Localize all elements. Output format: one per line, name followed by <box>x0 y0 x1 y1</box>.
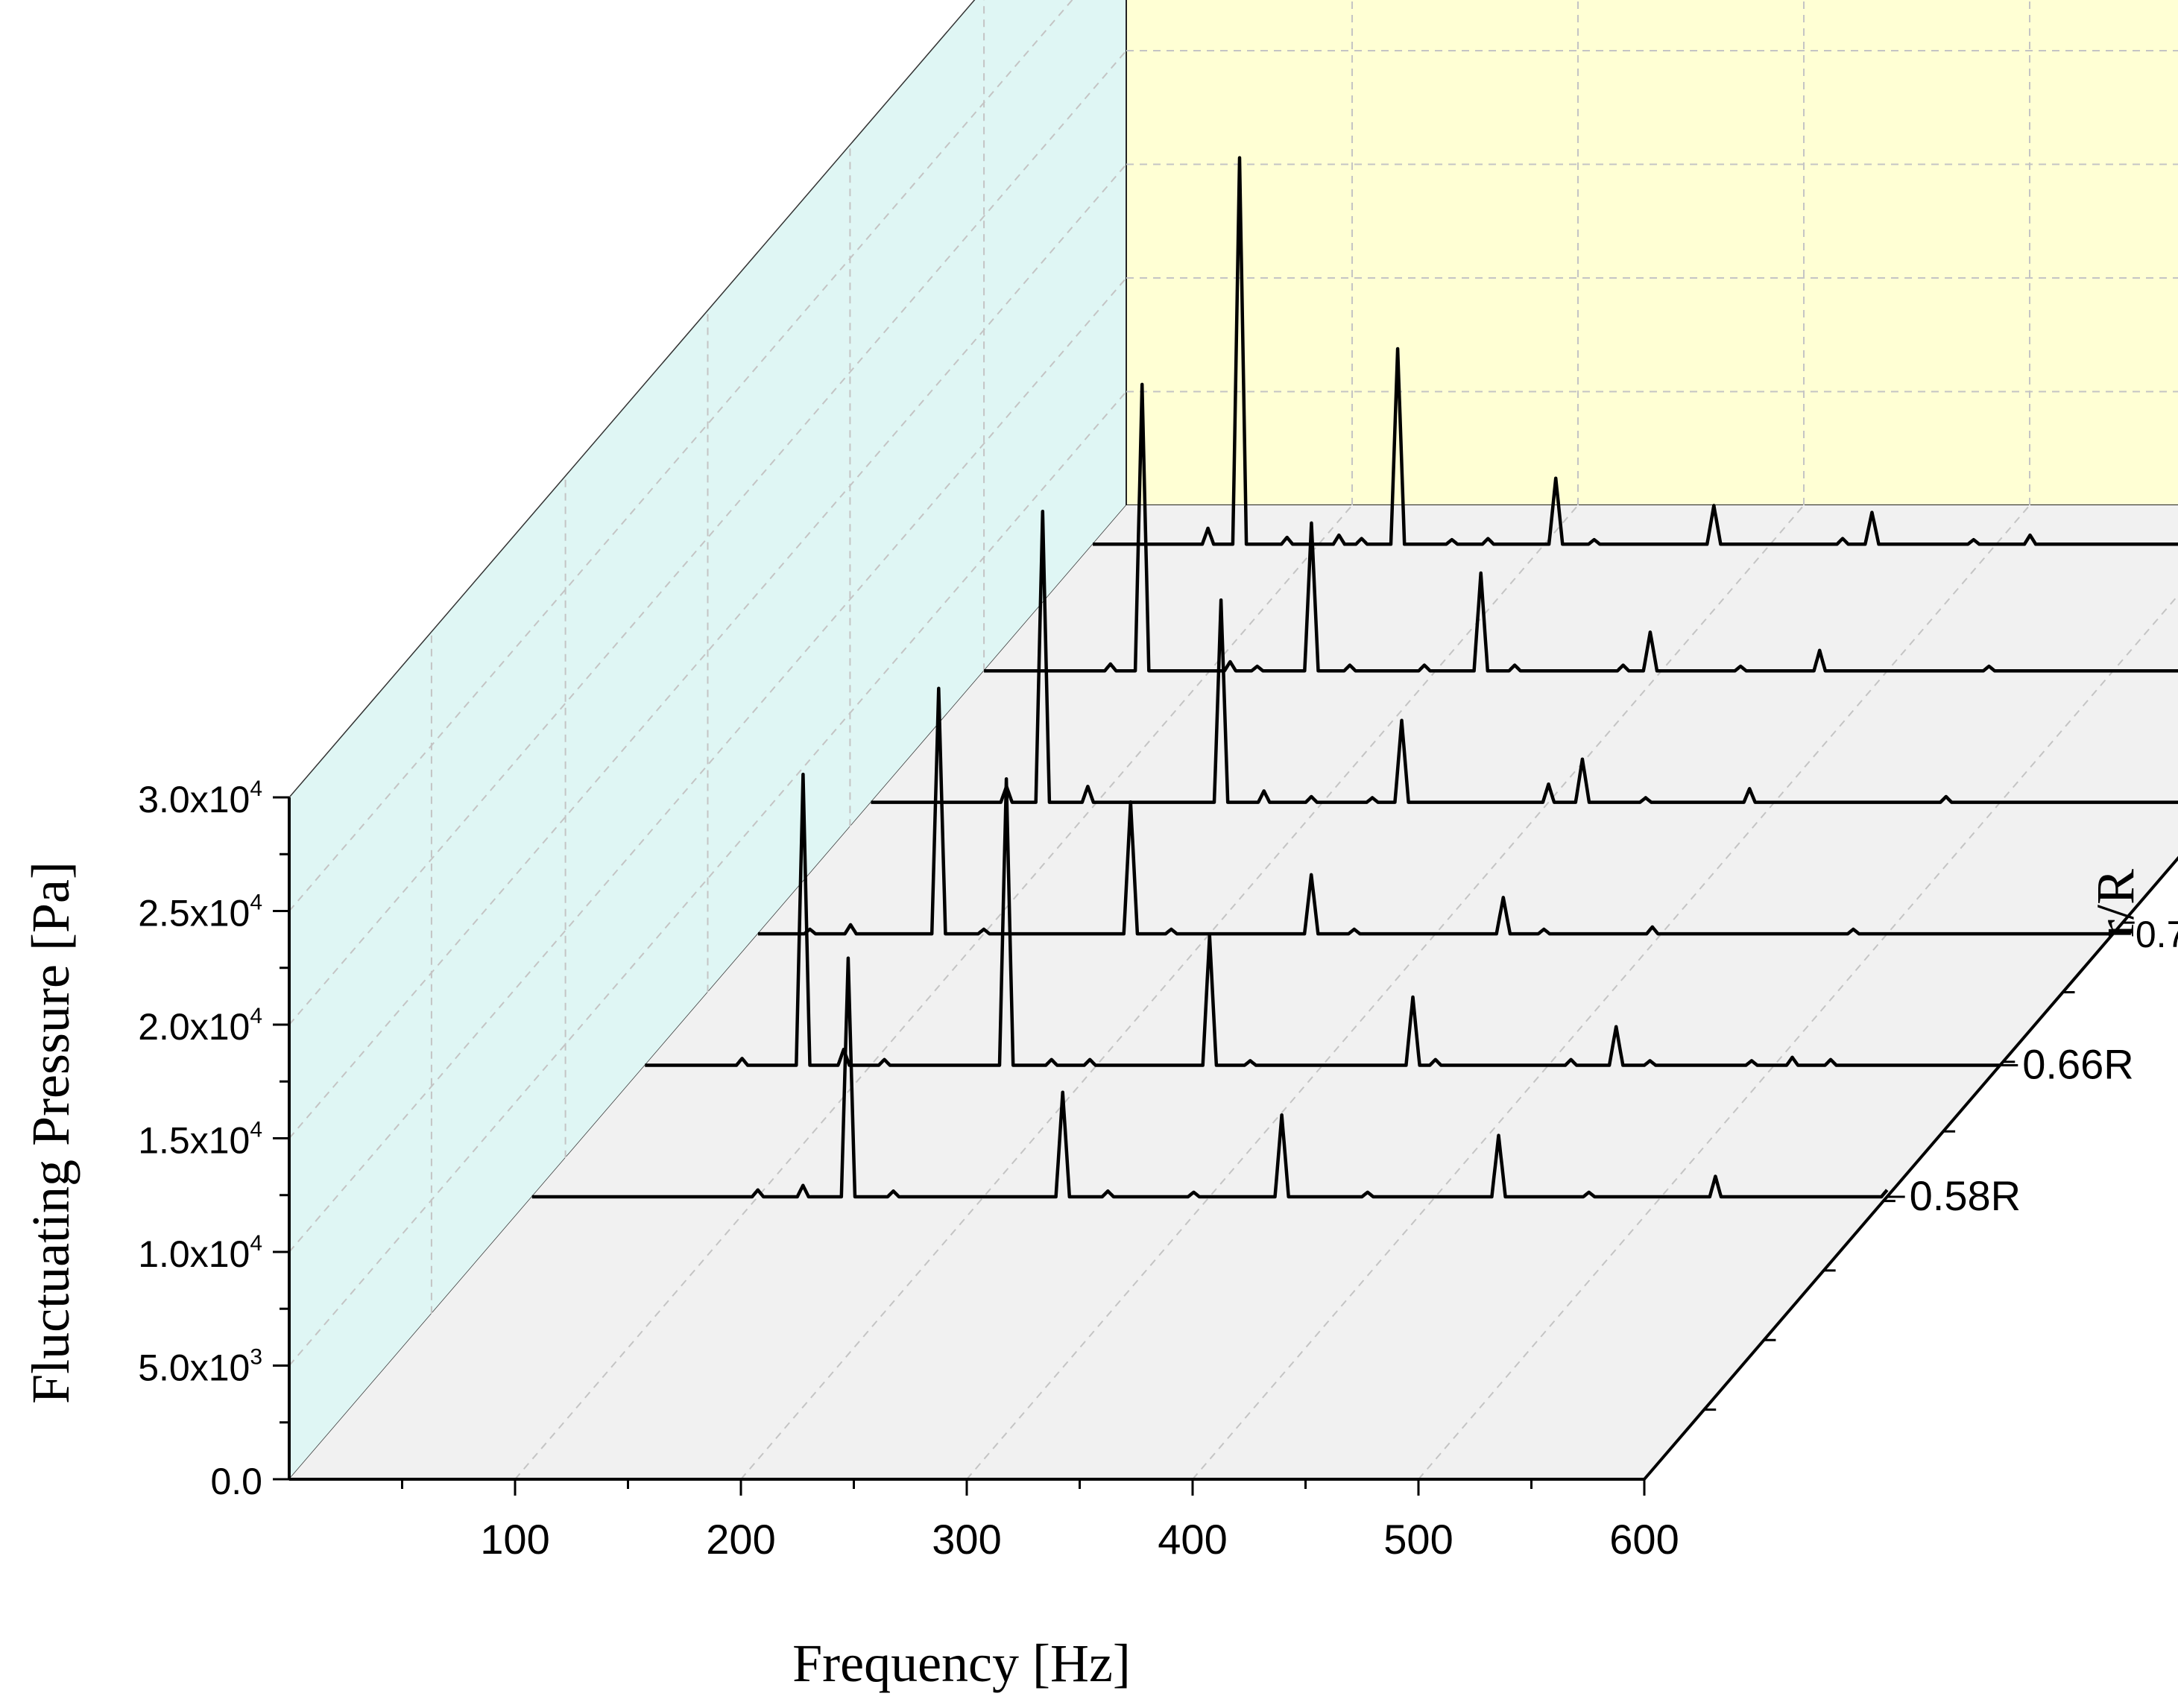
y-tick-mantissa: 2.5x10 <box>138 893 250 934</box>
y-tick-mantissa: 2.0x10 <box>138 1006 250 1048</box>
y-tick-label: 2.0x104 <box>138 1004 262 1048</box>
x-tick-label: 100 <box>480 1516 549 1563</box>
x-tick-label: 600 <box>1609 1516 1679 1563</box>
x-tick-label: 500 <box>1383 1516 1453 1563</box>
y-tick-exponent: 4 <box>250 1118 262 1142</box>
y-tick-label: 1.5x104 <box>138 1118 262 1162</box>
y-tick-label: 1.0x104 <box>138 1231 262 1275</box>
y-axis-title: Fluctuating Pressure [Pa] <box>21 861 81 1404</box>
x-tick-label: 200 <box>706 1516 775 1563</box>
y-tick-mantissa: 1.0x10 <box>138 1233 250 1275</box>
y-tick-label: 2.5x104 <box>138 891 262 934</box>
y-tick-mantissa: 0.0 <box>210 1461 262 1502</box>
y-tick-label: 0.0 <box>210 1461 262 1502</box>
y-tick-label: 5.0x103 <box>138 1345 262 1389</box>
y-tick-exponent: 4 <box>250 1231 262 1256</box>
x-tick-label: 400 <box>1158 1516 1227 1563</box>
y-tick-label: 3.0x104 <box>138 776 262 820</box>
back-wall <box>1126 0 2178 505</box>
y-tick-exponent: 4 <box>250 891 262 915</box>
x-tick-label: 300 <box>932 1516 1001 1563</box>
y-tick-exponent: 4 <box>250 1004 262 1028</box>
y-tick-mantissa: 5.0x10 <box>138 1347 250 1389</box>
y-tick-exponent: 4 <box>250 776 262 801</box>
y-tick-mantissa: 1.5x10 <box>138 1120 250 1162</box>
y-tick-exponent: 3 <box>250 1345 262 1370</box>
series-label: 0.66R <box>2022 1041 2133 1088</box>
z-axis-title: r/R <box>2086 869 2145 937</box>
y-tick-mantissa: 3.0x10 <box>138 779 250 820</box>
series-label: 0.58R <box>1910 1172 2021 1219</box>
x-axis-title: Frequency [Hz] <box>792 1633 1131 1693</box>
